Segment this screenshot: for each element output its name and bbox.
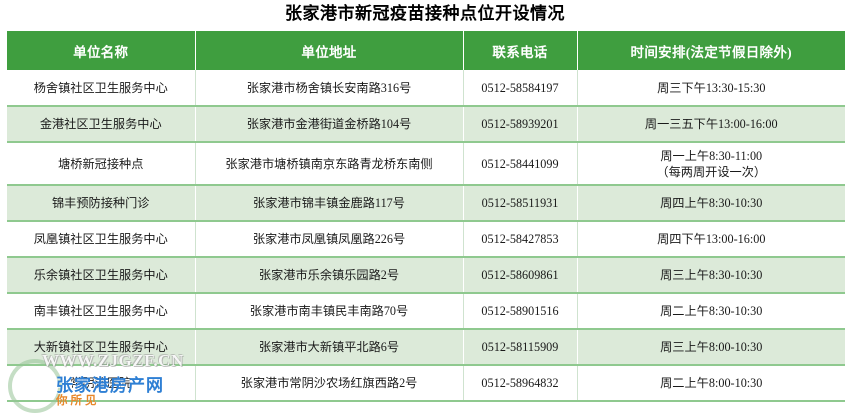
cell-name: 凤凰镇社区卫生服务中心 [7, 221, 196, 257]
cell-name: 常阴沙医院 [7, 365, 196, 401]
cell-time: 周一上午8:30-11:00 （每两周开设一次） [656, 148, 767, 179]
column-header-phone: 联系电话 [463, 31, 578, 70]
cell-name: 塘桥新冠接种点 [7, 142, 196, 185]
cell-phone: 0512-58584197 [463, 70, 578, 106]
cell-time: 周三上午8:00-10:30 [660, 340, 763, 354]
cell-phone: 0512-58511931 [463, 185, 578, 221]
cell-addr: 张家港市锦丰镇金鹿路117号 [195, 185, 464, 221]
cell-name: 杨舍镇社区卫生服务中心 [7, 70, 196, 106]
table-header-row: 单位名称 单位地址 联系电话 时间安排(法定节假日除外) [7, 31, 845, 70]
cell-time: 周二上午8:30-10:30 [660, 304, 763, 318]
table-body: 杨舍镇社区卫生服务中心 张家港市杨舍镇长安南路316号 0512-58584197 周… [7, 70, 845, 401]
cell-name: 乐余镇社区卫生服务中心 [7, 257, 196, 293]
cell-addr: 张家港市金港街道金桥路104号 [195, 106, 464, 142]
cell-addr: 张家港市凤凰镇凤凰路226号 [195, 221, 464, 257]
cell-name: 南丰镇社区卫生服务中心 [7, 293, 196, 329]
cell-name: 大新镇社区卫生服务中心 [7, 329, 196, 365]
table-row: 南丰镇社区卫生服务中心 张家港市南丰镇民丰南路70号 0512-58901516 周二… [7, 293, 845, 329]
column-header-schedule: 时间安排(法定节假日除外) [577, 31, 845, 70]
vaccination-sites-table-container: 单位名称 单位地址 联系电话 时间安排(法定节假日除外) 杨舍镇社区卫生服务中心… [7, 31, 845, 419]
table-row: 凤凰镇社区卫生服务中心 张家港市凤凰镇凤凰路226号 0512-58427853 周四… [7, 221, 845, 257]
vaccination-sites-table: 单位名称 单位地址 联系电话 时间安排(法定节假日除外) 杨舍镇社区卫生服务中心… [7, 31, 845, 402]
cell-phone: 0512-58964832 [463, 365, 578, 401]
cell-phone: 0512-58901516 [463, 293, 578, 329]
column-header-unit-name: 单位名称 [7, 31, 196, 70]
table-row: 大新镇社区卫生服务中心 张家港市大新镇平北路6号 0512-58115909 周三上午… [7, 329, 845, 365]
cell-time: 周三上午8:30-10:30 [660, 268, 763, 282]
cell-time: 周三下午13:30-15:30 [657, 80, 766, 95]
column-header-unit-address: 单位地址 [195, 31, 464, 70]
page-title: 张家港市新冠疫苗接种点位开设情况 [285, 4, 565, 23]
cell-time: 周四下午13:00-16:00 [657, 232, 766, 246]
cell-phone: 0512-58939201 [463, 106, 578, 142]
cell-phone: 0512-58115909 [463, 329, 578, 365]
cell-phone: 0512-58441099 [463, 142, 578, 185]
table-row: 乐余镇社区卫生服务中心 张家港市乐余镇乐园路2号 0512-58609861 周三上午… [7, 257, 845, 293]
table-row: 杨舍镇社区卫生服务中心 张家港市杨舍镇长安南路316号 0512-58584197 周… [7, 70, 845, 106]
cell-addr: 张家港市大新镇平北路6号 [195, 329, 464, 365]
cell-phone: 0512-58427853 [463, 221, 578, 257]
cell-time: 周四上午8:30-10:30 [660, 196, 763, 210]
table-row: 金港社区卫生服务中心 张家港市金港街道金桥路104号 0512-58939201 周一… [7, 106, 845, 142]
cell-addr: 张家港市南丰镇民丰南路70号 [195, 293, 464, 329]
cell-addr: 张家港市乐余镇乐园路2号 [195, 257, 464, 293]
cell-phone: 0512-58609861 [463, 257, 578, 293]
cell-name: 金港社区卫生服务中心 [7, 106, 196, 142]
table-row: 塘桥新冠接种点 张家港市塘桥镇南京东路青龙桥东南侧 0512-58441099 周一上… [7, 142, 845, 185]
table-row: 锦丰预防接种门诊 张家港市锦丰镇金鹿路117号 0512-58511931 周四上午8… [7, 185, 845, 221]
table-row: 常阴沙医院 张家港市常阴沙农场红旗西路2号 0512-58964832 周二上午8:0… [7, 365, 845, 401]
cell-addr: 张家港市杨舍镇长安南路316号 [195, 70, 464, 106]
cell-addr: 张家港市塘桥镇南京东路青龙桥东南侧 [195, 142, 464, 185]
cell-time: 周一三五下午13:00-16:00 [644, 117, 778, 131]
table-header: 单位名称 单位地址 联系电话 时间安排(法定节假日除外) [7, 31, 845, 70]
cell-name: 锦丰预防接种门诊 [7, 185, 196, 221]
cell-time: 周二上午8:00-10:30 [660, 376, 763, 390]
cell-addr: 张家港市常阴沙农场红旗西路2号 [195, 365, 464, 401]
